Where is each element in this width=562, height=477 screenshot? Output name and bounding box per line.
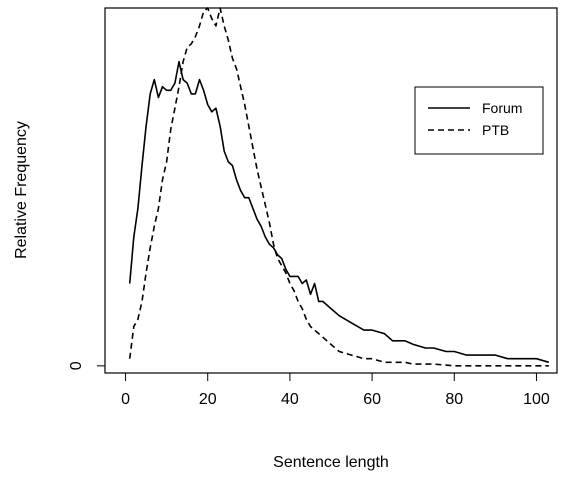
plot-frame — [104, 7, 558, 374]
x-tick-label: 60 — [363, 391, 381, 408]
legend-label-forum: Forum — [482, 100, 522, 116]
x-axis-label: Sentence length — [273, 454, 389, 471]
series-ptb-line — [128, 7, 549, 367]
series-forum-line — [128, 60, 550, 364]
x-tick-label: 80 — [445, 391, 463, 408]
x-tick-label: 0 — [121, 391, 130, 408]
x-tick-label: 20 — [199, 391, 217, 408]
legend-box — [414, 86, 544, 155]
x-axis: 0 20 40 60 80 100 — [121, 372, 550, 408]
legend: Forum PTB — [414, 86, 544, 155]
x-tick-label: 100 — [523, 391, 550, 408]
y-axis: 0 — [68, 361, 105, 370]
y-axis-label: Relative Frequency — [13, 121, 30, 259]
y-tick-label: 0 — [68, 361, 85, 370]
series-layer — [128, 7, 550, 367]
legend-label-ptb: PTB — [482, 122, 509, 138]
x-tick-label: 40 — [281, 391, 299, 408]
